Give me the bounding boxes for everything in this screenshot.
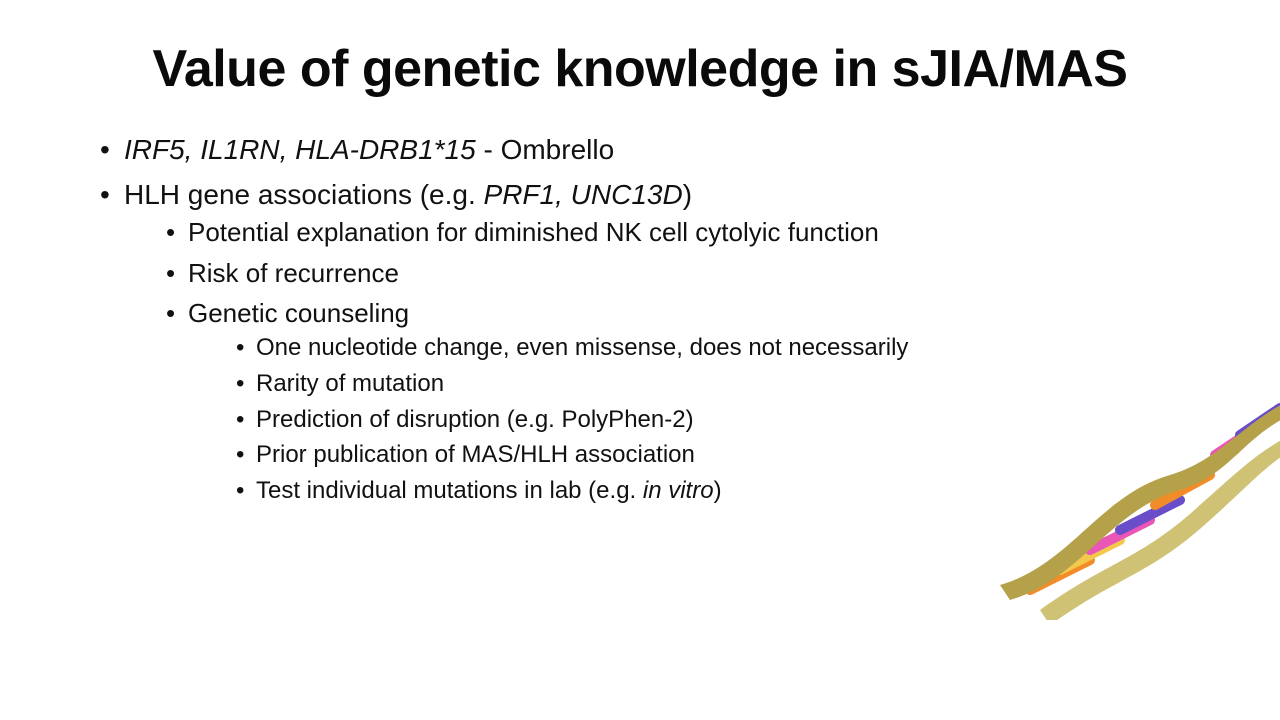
- slide-title: Value of genetic knowledge in sJIA/MAS: [0, 0, 1280, 100]
- gene-list-1: IRF5, IL1RN, HLA-DRB1*15: [124, 134, 476, 165]
- sub-nk-function: Potential explanation for diminished NK …: [166, 214, 1180, 250]
- sub3-invitro-italic: in vitro: [643, 477, 714, 504]
- sub3-invitro-prefix: Test individual mutations in lab (e.g.: [256, 477, 643, 504]
- sub-recurrence: Risk of recurrence: [166, 255, 1180, 291]
- gene-list-2: PRF1, UNC13D: [484, 179, 683, 210]
- bullet-2-prefix: HLH gene associations (e.g.: [124, 179, 484, 210]
- sub-genetic-counseling-label: Genetic counseling: [188, 298, 409, 328]
- bullet-genes-ombrello: IRF5, IL1RN, HLA-DRB1*15 - Ombrello: [100, 130, 1180, 169]
- bullet-2-suffix: ): [683, 179, 692, 210]
- bullet-1-suffix: - Ombrello: [476, 134, 614, 165]
- sub3-invitro-suffix: ): [714, 477, 722, 504]
- sub3-nucleotide: One nucleotide change, even missense, do…: [236, 331, 1180, 365]
- dna-helix-graphic: [970, 390, 1280, 620]
